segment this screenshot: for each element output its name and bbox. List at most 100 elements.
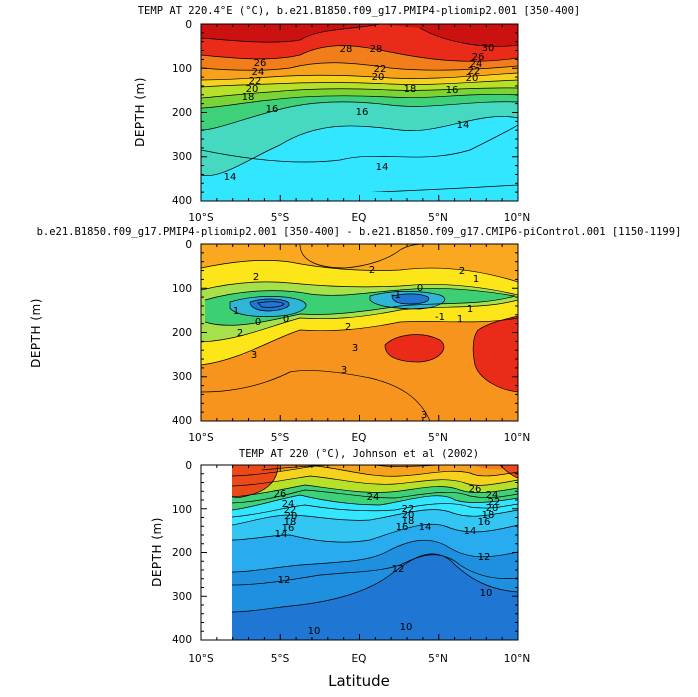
contour-label: 14: [224, 172, 237, 183]
contour-label: -1: [435, 312, 445, 323]
contour-label: 2: [253, 272, 259, 283]
contour-label: 2: [345, 322, 351, 333]
contour-label: 24: [252, 67, 265, 78]
contour-label: 18: [402, 516, 415, 527]
y-tick-label: 300: [172, 371, 192, 383]
panel-top: TEMP AT 220.4°E (°C), b.e21.B1850.f09_g1…: [133, 5, 580, 224]
contour-label: 16: [478, 517, 491, 528]
x-tick-label: EQ: [352, 212, 367, 224]
contour-label: 20: [372, 72, 385, 83]
contour-label: 28: [340, 44, 353, 55]
y-tick-label: 0: [185, 460, 192, 472]
contour-label: 22: [488, 497, 501, 508]
contour-label: 18: [482, 510, 495, 521]
y-tick-label: 400: [172, 415, 192, 427]
contour-label: 10: [400, 622, 413, 633]
y-tick-label: 300: [172, 591, 192, 603]
panel-middle-contours: [201, 244, 518, 421]
contour-label: 22: [374, 64, 387, 75]
panel-middle-y-axis: 0 100 200 300 400 DEPTH (m): [29, 239, 192, 427]
x-tick-label: 5°S: [271, 212, 290, 224]
contour-label: 3: [341, 365, 347, 376]
contour-label: 24: [486, 490, 499, 501]
panel-top-contours: [201, 24, 518, 201]
y-tick-label: 100: [172, 283, 192, 295]
contour-label: 2: [369, 265, 375, 276]
x-tick-label: EQ: [352, 432, 367, 444]
panel-middle-x-axis: 10°S 5°S EQ 5°N 10°N: [188, 432, 530, 444]
x-tick-label: 10°N: [504, 432, 530, 444]
contour-label: 26: [254, 58, 267, 69]
contour-label: 18: [284, 517, 297, 528]
contour-label: 16: [356, 107, 369, 118]
y-tick-label: 400: [172, 634, 192, 646]
y-tick-label: 400: [172, 195, 192, 207]
contour-label: 26: [469, 484, 482, 495]
contour-label: 16: [266, 104, 279, 115]
contour-label: 22: [249, 76, 262, 87]
contour-label: 26: [472, 52, 485, 63]
panel-top-x-axis: 10°S 5°S EQ 5°N 10°N: [188, 212, 530, 224]
panel-bottom-contours: [232, 465, 518, 640]
contour-label: 2: [237, 328, 243, 339]
panel-top-y-axis: 0 100 200 300 400 DEPTH (m): [133, 19, 192, 207]
y-tick-label: 100: [172, 63, 192, 75]
panel-bottom-x-axis-label: Latitude: [328, 672, 390, 690]
contour-label: 0: [417, 283, 423, 294]
panel-bottom-contour-labels: 26 24 22 20 18 16 14 24 22 20 18 16 14 2…: [274, 484, 501, 637]
contour-label: 12: [478, 552, 491, 563]
contour-label: 10: [308, 626, 321, 637]
contour-label: 26: [274, 489, 287, 500]
contour-label: 14: [275, 529, 288, 540]
contour-label: 14: [457, 120, 470, 131]
contour-label: 22: [284, 505, 297, 516]
contour-label: 14: [464, 526, 477, 537]
panel-bottom-y-axis: 0 100 200 300 400 DEPTH (m): [150, 460, 192, 646]
contour-label: 14: [376, 162, 389, 173]
panel-bottom-y-axis-label: DEPTH (m): [150, 517, 164, 587]
x-tick-label: 5°N: [428, 212, 448, 224]
x-tick-label: 5°N: [428, 653, 448, 665]
x-tick-label: 10°S: [188, 212, 214, 224]
contour-label: 18: [242, 92, 255, 103]
contour-label: 1: [467, 304, 473, 315]
contour-label: 20: [246, 84, 259, 95]
contour-label: 24: [470, 59, 483, 70]
panel-top-y-axis-label: DEPTH (m): [133, 77, 147, 147]
panel-top-title: TEMP AT 220.4°E (°C), b.e21.B1850.f09_g1…: [138, 5, 581, 17]
x-tick-label: 5°S: [271, 653, 290, 665]
contour-label: 3: [421, 410, 427, 421]
contour-label: 0: [255, 317, 261, 328]
y-tick-label: 200: [172, 547, 192, 559]
contour-label: 10: [480, 588, 493, 599]
contour-label: 3: [251, 350, 257, 361]
contour-label: 16: [396, 522, 409, 533]
contour-label: 1: [233, 306, 239, 317]
x-tick-label: 10°S: [188, 432, 214, 444]
panel-middle: b.e21.B1850.f09_g17.PMIP4-pliomip2.001 […: [29, 226, 681, 444]
contour-label: 0: [283, 314, 289, 325]
y-tick-label: 100: [172, 504, 192, 516]
contour-label: -1: [391, 290, 401, 301]
y-tick-label: 200: [172, 107, 192, 119]
panel-bottom-x-axis: 10°S 5°S EQ 5°N 10°N Latitude: [188, 653, 530, 690]
contour-label: 3: [352, 343, 358, 354]
y-tick-label: 0: [185, 239, 192, 251]
contour-label: 2: [459, 266, 465, 277]
contour-label: 28: [370, 44, 383, 55]
axis-ticks: [200, 23, 519, 641]
contour-label: 20: [285, 511, 298, 522]
y-tick-label: 300: [172, 151, 192, 163]
contour-label: 12: [278, 575, 291, 586]
panel-bottom: TEMP AT 220 (°C), Johnson et al (2002): [150, 448, 530, 690]
contour-label: 16: [282, 523, 295, 534]
x-tick-label: 5°S: [271, 432, 290, 444]
contour-label: 24: [282, 499, 295, 510]
contour-label: 20: [466, 73, 479, 84]
x-tick-label: 10°S: [188, 653, 214, 665]
panel-middle-y-axis-label: DEPTH (m): [29, 298, 43, 368]
contour-label: 12: [392, 564, 405, 575]
x-tick-label: 10°N: [504, 212, 530, 224]
contour-label: 1: [457, 314, 463, 325]
